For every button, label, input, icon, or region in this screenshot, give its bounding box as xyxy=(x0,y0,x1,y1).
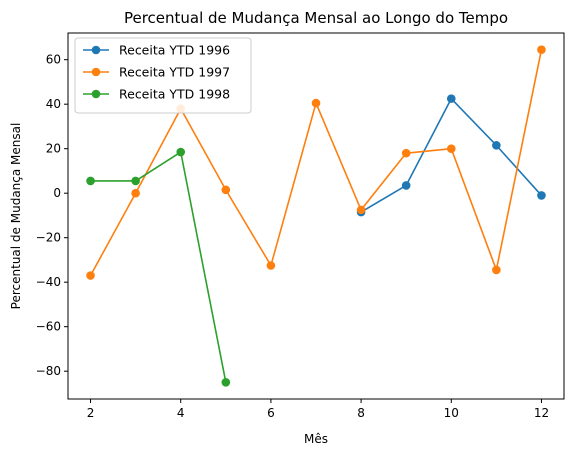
y-tick-label: −20 xyxy=(36,231,61,245)
x-tick-label: 12 xyxy=(534,406,549,420)
data-point-series-2 xyxy=(86,271,95,280)
data-point-series-2 xyxy=(537,45,546,54)
series-line-3 xyxy=(90,151,227,383)
data-point-series-3 xyxy=(176,147,186,157)
chart-title: Percentual de Mudança Mensal ao Longo do… xyxy=(124,9,508,27)
data-point-series-1 xyxy=(537,191,546,200)
y-tick-label: 0 xyxy=(53,186,61,200)
plot-area: 2 4 6 8 10 12 −80 −60 −40 −20 0 20 40 60 xyxy=(36,32,565,420)
legend: Receita YTD 1996 Receita YTD 1997 Receita … xyxy=(74,37,252,114)
data-point-series-1 xyxy=(492,141,501,150)
y-tick-label: 60 xyxy=(46,53,61,67)
series-line-1 xyxy=(360,97,543,213)
data-point-series-2 xyxy=(492,265,501,275)
data-point-series-2 xyxy=(446,144,456,153)
legend-marker-2 xyxy=(91,67,101,77)
data-point-series-2 xyxy=(131,188,140,198)
data-point-series-3 xyxy=(86,176,95,186)
data-point-series-2 xyxy=(221,185,231,195)
y-tick-label: −60 xyxy=(36,320,61,334)
y-tick-label: 40 xyxy=(46,97,61,111)
y-tick-label: −40 xyxy=(36,275,61,289)
data-point-series-1 xyxy=(401,181,411,190)
y-tick-label: −80 xyxy=(36,364,61,378)
data-point-series-3 xyxy=(131,176,140,186)
data-point-series-1 xyxy=(446,94,456,103)
x-tick-label: 4 xyxy=(177,406,185,420)
axes-frame xyxy=(67,32,565,400)
legend-label-1: Receita YTD 1996 xyxy=(119,43,230,58)
data-point-series-2 xyxy=(356,205,366,215)
x-tick-label: 10 xyxy=(444,406,459,420)
x-tick-label: 2 xyxy=(87,406,95,420)
legend-marker-3 xyxy=(91,89,101,99)
data-point-series-2 xyxy=(401,148,411,158)
legend-label-3: Receita YTD 1998 xyxy=(119,87,230,102)
legend-marker-1 xyxy=(91,45,101,55)
legend-box xyxy=(74,37,252,114)
data-point-series-3 xyxy=(221,378,231,387)
y-tick-label: 20 xyxy=(46,142,61,156)
x-tick-label: 8 xyxy=(357,406,365,420)
y-axis-label: Percentual de Mudança Mensal xyxy=(9,123,23,310)
x-axis-label: Mês xyxy=(304,432,328,446)
data-point-series-2 xyxy=(311,98,321,108)
data-point-series-2 xyxy=(266,261,276,270)
x-tick-label: 6 xyxy=(267,406,275,420)
legend-label-2: Receita YTD 1997 xyxy=(119,65,230,80)
